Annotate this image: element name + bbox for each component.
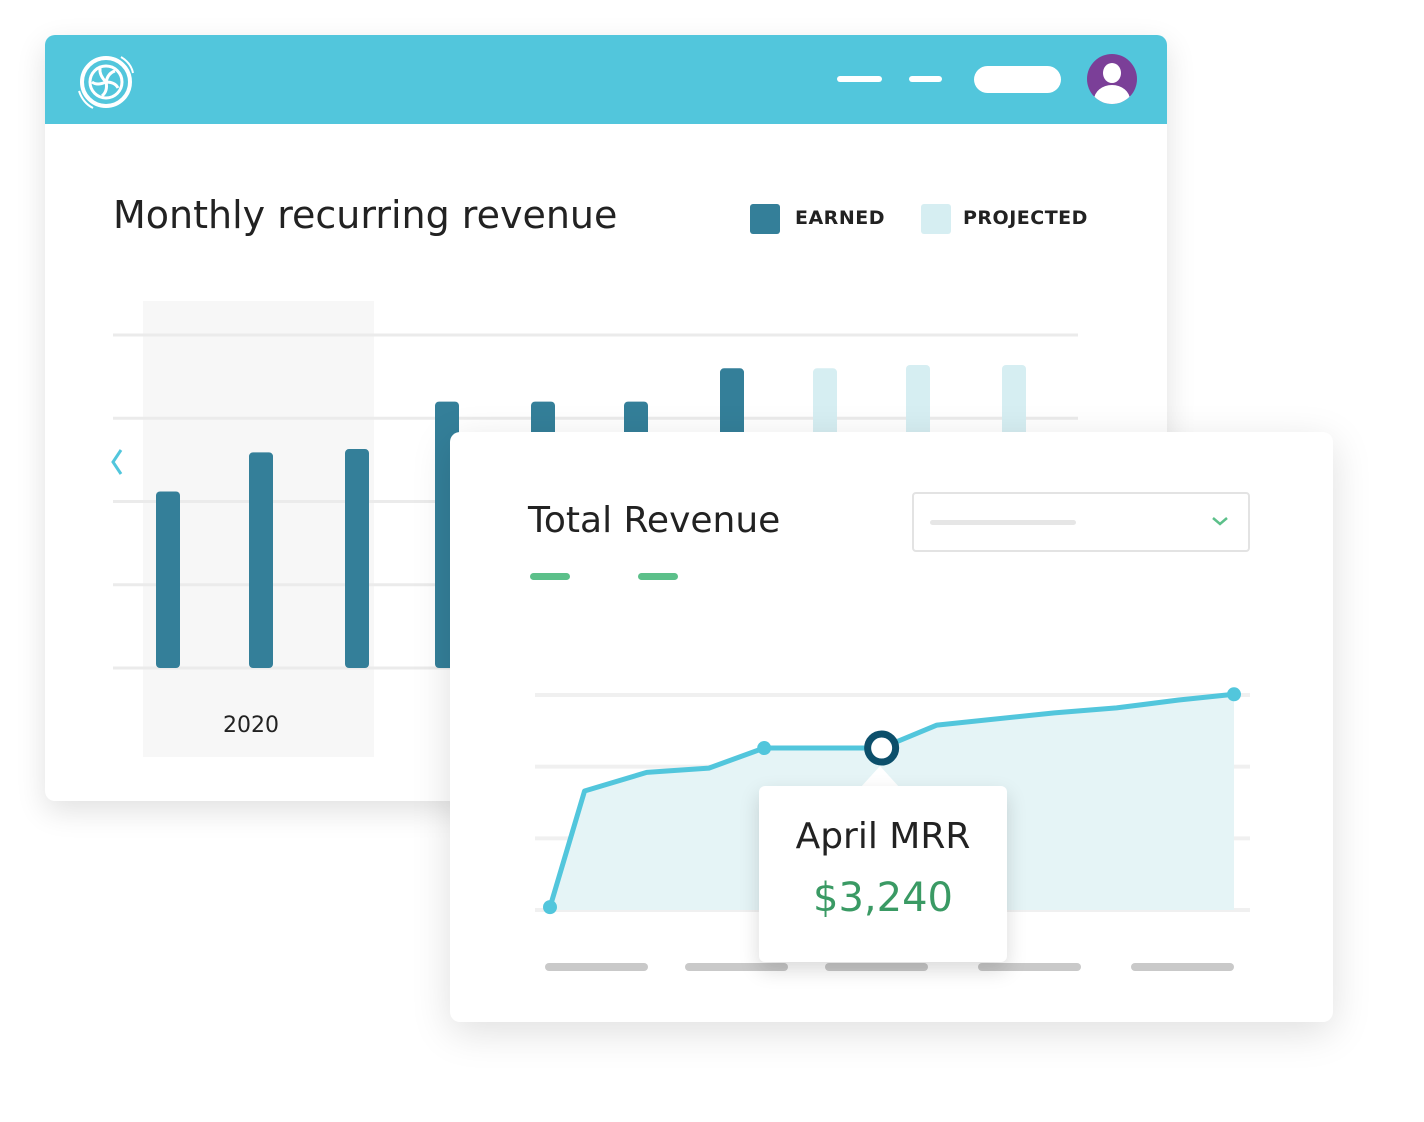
user-avatar-icon[interactable]: [1087, 54, 1137, 104]
highlight-point: [864, 730, 900, 766]
filter-tab[interactable]: [638, 573, 678, 580]
chevron-down-icon: [1212, 517, 1228, 526]
legend-earned-swatch: [750, 204, 780, 234]
x-axis-label-placeholder: [685, 963, 788, 971]
tooltip-value: $3,240: [813, 875, 953, 921]
data-point: [757, 741, 772, 756]
tooltip-label: April MRR: [795, 816, 971, 857]
tooltip-arrow: [860, 766, 900, 788]
filter-tab[interactable]: [530, 573, 570, 580]
x-axis-label-placeholder: [545, 963, 648, 971]
chevron-left-icon[interactable]: [109, 447, 125, 477]
x-axis-label-placeholder: [825, 963, 928, 971]
period-dropdown[interactable]: [912, 492, 1250, 552]
legend-projected-swatch: [921, 204, 951, 234]
bar-earned: [156, 491, 180, 668]
legend-earned-label: EARNED: [795, 207, 885, 229]
page-title: Monthly recurring revenue: [113, 193, 618, 237]
total-revenue-card: Total Revenue April MRR $3,240: [450, 432, 1333, 1022]
card-title: Total Revenue: [528, 500, 781, 541]
fan-logo-icon[interactable]: [75, 51, 137, 113]
legend-projected-label: PROJECTED: [963, 207, 1088, 229]
tooltip: April MRR $3,240: [759, 786, 1007, 962]
nav-link[interactable]: [909, 76, 942, 82]
bar-earned: [249, 452, 273, 668]
x-axis-label-placeholder: [978, 963, 1081, 971]
nav-button[interactable]: [974, 66, 1061, 93]
data-point: [543, 900, 557, 915]
bar-earned: [345, 449, 369, 668]
x-axis-label-placeholder: [1131, 963, 1234, 971]
year-label: 2020: [223, 713, 279, 738]
data-point: [1227, 687, 1241, 702]
nav-link[interactable]: [837, 76, 882, 82]
app-header: [45, 35, 1167, 124]
